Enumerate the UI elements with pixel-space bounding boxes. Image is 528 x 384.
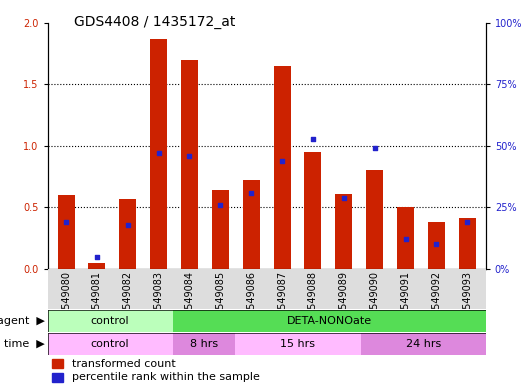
- Bar: [397, 207, 414, 269]
- Point: [371, 145, 379, 151]
- Text: GSM549090: GSM549090: [370, 271, 380, 330]
- Point: [216, 202, 224, 208]
- Bar: [235, 333, 361, 355]
- Point: [340, 194, 348, 200]
- Text: control: control: [91, 339, 129, 349]
- Bar: [335, 194, 352, 269]
- Text: GSM549081: GSM549081: [92, 271, 102, 330]
- Bar: [150, 39, 167, 269]
- Text: GDS4408 / 1435172_at: GDS4408 / 1435172_at: [74, 15, 235, 29]
- Text: GSM549082: GSM549082: [123, 271, 133, 330]
- Bar: [428, 222, 445, 269]
- Text: GSM549086: GSM549086: [246, 271, 256, 330]
- Point: [401, 236, 410, 242]
- Bar: [119, 199, 136, 269]
- Point: [309, 136, 317, 142]
- Bar: [48, 310, 173, 332]
- Point: [247, 190, 256, 196]
- Bar: [361, 333, 486, 355]
- Text: agent  ▶: agent ▶: [0, 316, 45, 326]
- Bar: [366, 170, 383, 269]
- Text: GSM549080: GSM549080: [61, 271, 71, 330]
- Text: GSM549083: GSM549083: [154, 271, 164, 330]
- Bar: [305, 152, 322, 269]
- Text: GSM549092: GSM549092: [431, 271, 441, 330]
- Point: [463, 219, 472, 225]
- Text: GSM549087: GSM549087: [277, 271, 287, 330]
- Bar: [181, 60, 198, 269]
- Bar: [459, 218, 476, 269]
- Text: GSM549084: GSM549084: [184, 271, 194, 330]
- Text: control: control: [91, 316, 129, 326]
- Bar: [212, 190, 229, 269]
- Text: transformed count: transformed count: [72, 359, 175, 369]
- Point: [154, 150, 163, 156]
- Text: DETA-NONOate: DETA-NONOate: [287, 316, 372, 326]
- Point: [432, 241, 440, 247]
- Bar: [173, 333, 235, 355]
- Text: GSM549088: GSM549088: [308, 271, 318, 330]
- Text: 15 hrs: 15 hrs: [280, 339, 315, 349]
- Text: time  ▶: time ▶: [4, 339, 45, 349]
- Point: [278, 157, 286, 164]
- Bar: [58, 195, 74, 269]
- Text: GSM549093: GSM549093: [462, 271, 472, 330]
- Point: [93, 253, 101, 260]
- Bar: [274, 66, 290, 269]
- Bar: [48, 333, 173, 355]
- Bar: [173, 310, 486, 332]
- Text: GSM549091: GSM549091: [401, 271, 410, 330]
- Text: GSM549085: GSM549085: [215, 271, 225, 330]
- Point: [185, 153, 194, 159]
- Text: 8 hrs: 8 hrs: [190, 339, 218, 349]
- Text: percentile rank within the sample: percentile rank within the sample: [72, 372, 259, 382]
- Point: [62, 219, 70, 225]
- Bar: [52, 373, 63, 382]
- Bar: [48, 269, 486, 309]
- Bar: [88, 263, 106, 269]
- Point: [124, 222, 132, 228]
- Text: GSM549089: GSM549089: [339, 271, 349, 330]
- Bar: [52, 359, 63, 368]
- Bar: [243, 180, 260, 269]
- Text: 24 hrs: 24 hrs: [406, 339, 441, 349]
